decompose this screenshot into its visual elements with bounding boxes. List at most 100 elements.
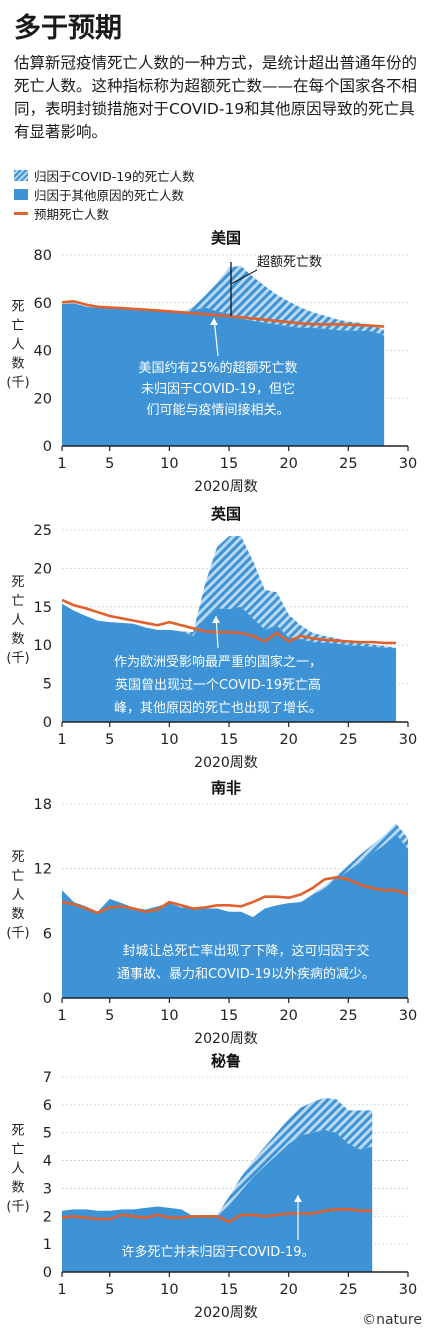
y-tick-label: 7 — [43, 1070, 52, 1086]
x-tick-label: 20 — [279, 456, 297, 472]
x-tick-label: 15 — [220, 456, 238, 472]
y-tick-label: 18 — [34, 797, 52, 813]
expected-line — [61, 598, 397, 645]
other-causes-area — [62, 1129, 373, 1272]
y-tick-label: 20 — [34, 391, 52, 407]
expected-line — [61, 300, 385, 328]
legend-label-other: 归因于其他原因的死亡人数 — [34, 188, 185, 203]
x-tick-label: 25 — [339, 1282, 357, 1298]
x-axis-label: 2020周数 — [194, 755, 258, 771]
y-axis-label: (千) — [6, 926, 29, 941]
y-axis-label: 人 — [11, 338, 24, 353]
y-tick-label: 60 — [34, 296, 52, 312]
other-causes-area — [62, 834, 408, 998]
y-axis-label: (千) — [6, 376, 29, 391]
y-tick-label: 2 — [43, 1209, 52, 1225]
y-tick-label: 0 — [43, 439, 52, 455]
annotation-text: 峰，其他原因的死亡也出现了增长。 — [114, 700, 322, 716]
x-tick-label: 20 — [279, 1008, 297, 1024]
chart-title: 南非 — [211, 779, 241, 797]
annotation-text: 作为欧洲受影响最严重的国家之一， — [114, 654, 322, 670]
y-axis-label: 死 — [11, 1124, 24, 1139]
x-tick-label: 1 — [57, 1282, 66, 1298]
annotation-text: 英国曾出现过一个COVID-19死亡高 — [115, 677, 321, 693]
y-axis-label: 亡 — [11, 319, 24, 334]
expected-line — [61, 875, 409, 915]
x-tick-label: 5 — [105, 456, 114, 472]
other-causes-area — [62, 303, 385, 446]
x-tick-label: 5 — [105, 1282, 114, 1298]
y-tick-label: 40 — [34, 344, 52, 360]
legend-item-other: 归因于其他原因的死亡人数 — [14, 185, 195, 204]
y-tick-label: 10 — [34, 638, 52, 654]
x-tick-label: 30 — [399, 732, 417, 748]
y-tick-label: 0 — [43, 715, 52, 731]
y-tick-label: 4 — [43, 1154, 52, 1170]
x-tick-label: 5 — [105, 1008, 114, 1024]
legend: 归因于COVID-19的死亡人数 归因于其他原因的死亡人数 预期死亡人数 — [14, 166, 195, 223]
y-axis-label: 数 — [11, 357, 24, 372]
x-tick-label: 1 — [57, 456, 66, 472]
x-tick-label: 1 — [57, 732, 66, 748]
intro-text: 估算新冠疫情死亡人数的一种方式，是统计超出普通年份的死亡人数。这种指标称为超额死… — [14, 54, 418, 141]
hatch-swatch-icon — [14, 170, 28, 181]
legend-item-expected: 预期死亡人数 — [14, 204, 195, 223]
y-axis-label: 死 — [11, 850, 24, 865]
callout-arrowhead — [210, 318, 218, 325]
page-title: 多于预期 — [14, 13, 122, 44]
legend-item-covid: 归因于COVID-19的死亡人数 — [14, 166, 195, 185]
chart-title: 美国 — [211, 229, 241, 247]
annotation-text: 未归因于COVID-19，但它 — [141, 381, 295, 397]
other-causes-area — [62, 603, 397, 722]
x-tick-label: 10 — [160, 456, 178, 472]
x-tick-label: 10 — [160, 1282, 178, 1298]
annotation-text: 封城让总死亡率出现了下降，这可归因于交 — [122, 943, 369, 959]
y-axis-label: 亡 — [11, 594, 24, 609]
x-tick-label: 20 — [279, 1282, 297, 1298]
y-tick-label: 0 — [43, 1265, 52, 1281]
annotation-pointer — [230, 269, 258, 285]
covid-area — [62, 536, 397, 649]
x-tick-label: 15 — [220, 1008, 238, 1024]
covid-area — [62, 265, 385, 336]
y-tick-label: 25 — [34, 523, 52, 539]
nature-logo: ©nature — [362, 1312, 422, 1328]
annotation-text: 们可能与疫情间接相关。 — [146, 402, 289, 418]
x-tick-label: 10 — [160, 1008, 178, 1024]
x-axis-label: 2020周数 — [194, 1031, 258, 1047]
x-tick-label: 25 — [339, 456, 357, 472]
y-tick-label: 15 — [34, 600, 52, 616]
chart-title: 秘鲁 — [211, 1052, 241, 1070]
y-tick-label: 1 — [43, 1237, 52, 1253]
line-swatch-icon — [14, 212, 28, 215]
x-tick-label: 30 — [399, 1282, 417, 1298]
legend-label-expected: 预期死亡人数 — [34, 207, 110, 222]
chart-title: 英国 — [211, 505, 241, 523]
callout-arrowhead — [294, 1195, 302, 1202]
y-tick-label: 5 — [43, 1126, 52, 1142]
annotation-text: 超额死亡数 — [257, 255, 322, 270]
annotation-text: 通事故、暴力和COVID-19以外疾病的减少。 — [117, 966, 375, 982]
y-tick-label: 0 — [43, 991, 52, 1007]
x-tick-label: 30 — [399, 456, 417, 472]
y-axis-label: 死 — [11, 300, 24, 315]
y-axis-label: 亡 — [11, 869, 24, 884]
x-tick-label: 15 — [220, 732, 238, 748]
covid-area — [62, 1097, 373, 1218]
x-tick-label: 25 — [339, 1008, 357, 1024]
y-axis-label: 人 — [11, 613, 24, 628]
y-axis-label: 数 — [11, 1181, 24, 1196]
callout-arrowhead — [212, 616, 220, 623]
y-tick-label: 5 — [43, 677, 52, 693]
legend-label-covid: 归因于COVID-19的死亡人数 — [34, 169, 195, 184]
x-axis-label: 2020周数 — [194, 479, 258, 495]
y-tick-label: 6 — [43, 1098, 52, 1114]
y-axis-label: 亡 — [11, 1143, 24, 1158]
y-axis-label: 数 — [11, 907, 24, 922]
x-tick-label: 25 — [339, 732, 357, 748]
x-tick-label: 20 — [279, 732, 297, 748]
y-tick-label: 12 — [34, 862, 52, 878]
